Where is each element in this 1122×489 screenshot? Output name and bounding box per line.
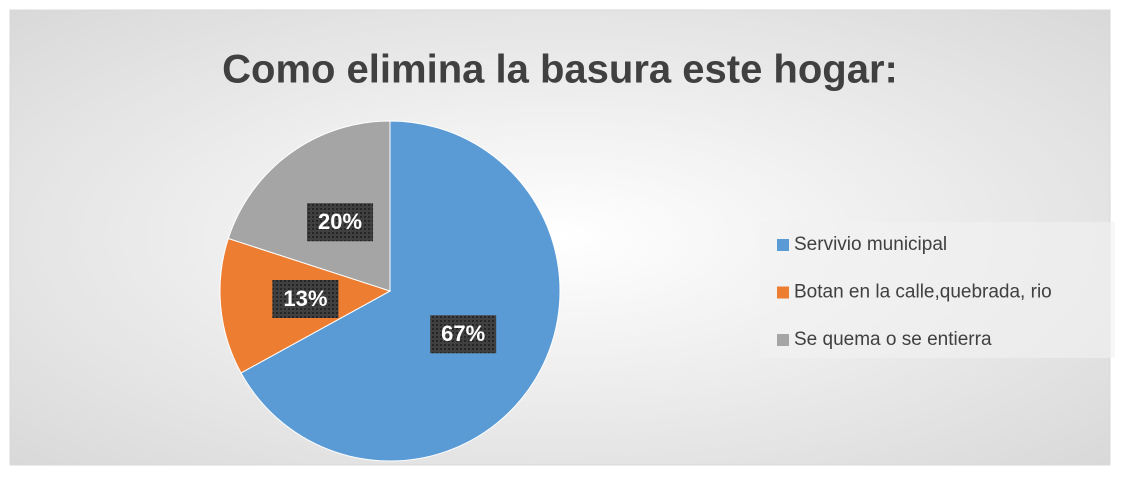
data-label-box xyxy=(430,315,497,354)
legend-label: Servivio municipal xyxy=(794,234,947,255)
data-label: 67% xyxy=(441,321,485,346)
pie-slice xyxy=(240,120,561,462)
data-label-box xyxy=(272,279,339,318)
data-label: 13% xyxy=(283,286,327,311)
legend xyxy=(760,222,1115,358)
data-label: 20% xyxy=(318,209,362,234)
legend-swatch xyxy=(777,334,789,346)
legend-label: Se quema o se entierra xyxy=(794,329,992,350)
chart-title: Como elimina la basura este hogar: xyxy=(222,48,898,92)
legend-swatch xyxy=(777,239,789,251)
data-label-box xyxy=(307,203,374,242)
legend-label: Botan en la calle,quebrada, rio xyxy=(794,282,1052,303)
legend-swatch xyxy=(777,286,789,299)
